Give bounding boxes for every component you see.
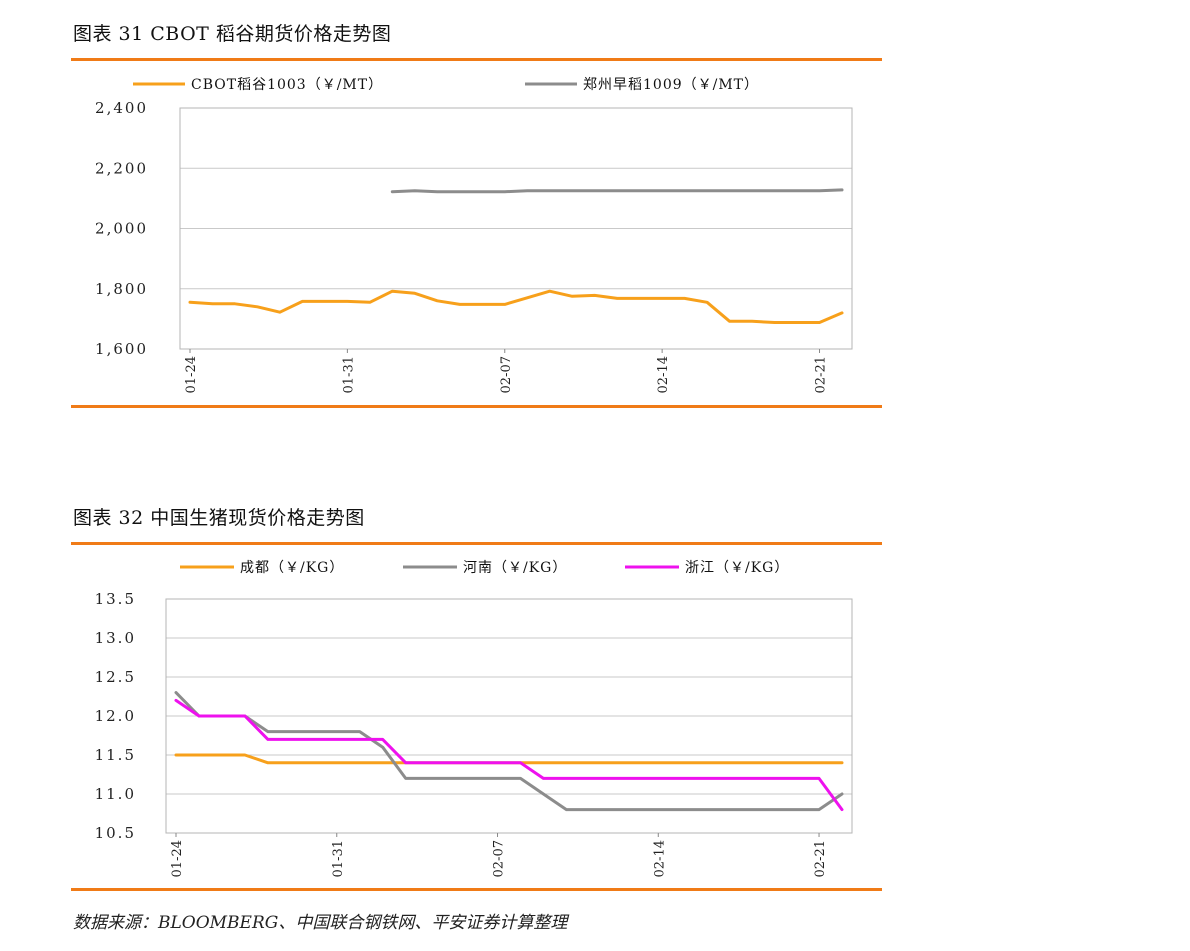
figure-32-title: 图表 32 中国生猪现货价格走势图 (73, 507, 365, 529)
x-tick-label: 02-21 (813, 840, 828, 877)
x-tick-label: 02-07 (499, 356, 514, 393)
y-tick-label: 2,200 (95, 159, 148, 177)
y-tick-label: 1,800 (95, 280, 148, 298)
source-note: 数据来源：BLOOMBERG、中国联合钢铁网、平安证券计算整理 (73, 913, 568, 933)
chart-cbot-rice: 1,600 1,800 2,000 2,200 2,400 01-24 01-31 02-07… (95, 77, 853, 393)
figure-31-title: 图表 31 CBOT 稻谷期货价格走势图 (73, 23, 392, 45)
series-line-1 (188, 289, 844, 324)
series-line-3 (174, 698, 844, 812)
figure-32-top-rule (71, 542, 882, 545)
figure-31-bottom-rule (71, 405, 882, 408)
y-tick-label: 1,600 (95, 340, 148, 358)
legend-label: 浙江（￥/KG） (685, 560, 789, 576)
legend-label: CBOT稻谷1003（￥/MT） (191, 77, 383, 93)
legend-label: 郑州早稻1009（￥/MT） (583, 77, 759, 93)
x-tick-label: 01-31 (331, 840, 346, 877)
x-tick-label: 02-07 (492, 840, 507, 877)
y-tick-label: 2,400 (95, 99, 148, 117)
y-tick-label: 2,000 (95, 220, 148, 238)
y-tick-label: 12.0 (95, 707, 136, 725)
y-tick-label: 10.5 (95, 824, 136, 842)
plot-frame (179, 107, 853, 350)
plot-frame (165, 598, 853, 834)
figure-32-bottom-rule (71, 888, 882, 891)
legend-label: 河南（￥/KG） (463, 560, 567, 576)
y-tick-label: 11.5 (95, 746, 136, 764)
legend-label: 成都（￥/KG） (240, 560, 344, 576)
x-tick-label: 02-21 (814, 356, 829, 393)
x-tick-label: 01-31 (341, 356, 356, 393)
x-tick-label: 02-14 (656, 356, 671, 393)
y-tick-label: 13.0 (95, 629, 136, 647)
x-tick-label: 01-24 (170, 840, 185, 877)
series-line-2 (390, 188, 844, 194)
x-tick-label: 01-24 (184, 356, 199, 393)
chart-hog-price: 10.5 11.0 11.5 12.0 12.5 13.0 13.5 01-24 01-31 02… (95, 560, 853, 877)
y-tick-label: 12.5 (95, 668, 136, 686)
series-line-2 (174, 691, 844, 812)
y-tick-label: 11.0 (95, 785, 136, 803)
y-tick-label: 13.5 (95, 590, 136, 608)
figure-31-top-rule (71, 58, 882, 61)
x-tick-label: 02-14 (652, 840, 667, 877)
